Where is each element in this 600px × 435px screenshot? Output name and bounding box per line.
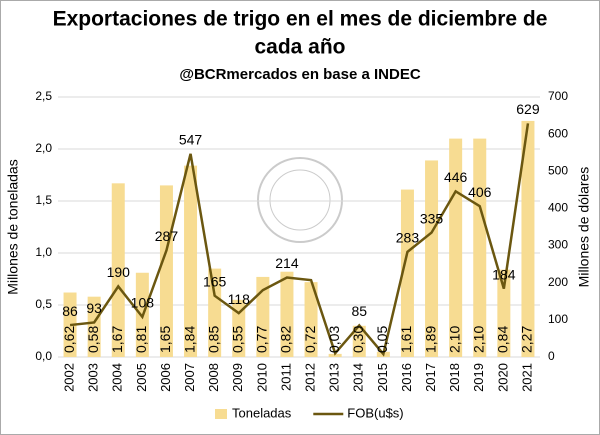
line-value-label: 214 [275, 255, 299, 271]
line-value-label: 85 [351, 303, 367, 319]
legend-label: Toneladas [232, 405, 292, 420]
y-axis-title: Millones de toneladas [5, 159, 21, 294]
y-tick-label: 1,0 [35, 245, 52, 259]
y-tick-label: 0,5 [35, 297, 52, 311]
bar-value-label: 0,84 [495, 326, 511, 353]
bar [280, 271, 294, 357]
x-tick-label: 2021 [519, 363, 534, 392]
x-tick-label: 2011 [278, 363, 293, 391]
x-tick-label: 2005 [134, 363, 149, 392]
y2-axis-title: Millones de dólares [576, 167, 592, 288]
bar-value-label: 0,85 [205, 326, 221, 353]
bar-value-label: 0,03 [326, 326, 342, 353]
y2-tick-label: 700 [548, 89, 568, 103]
chart-subtitle: @BCRmercados en base a INDEC [179, 66, 421, 83]
line-value-label: 165 [203, 273, 227, 289]
bar [473, 138, 487, 357]
legend-label: FOB(u$s) [347, 405, 403, 420]
bar-value-label: 1,67 [109, 326, 125, 353]
x-tick-label: 2006 [158, 363, 173, 392]
bar-value-label: 0,55 [229, 326, 245, 353]
bar [400, 189, 414, 357]
x-tick-label: 2008 [206, 363, 221, 392]
line-value-label: 335 [420, 210, 444, 226]
bar-value-label: 1,65 [157, 326, 173, 353]
x-tick-label: 2003 [86, 363, 101, 392]
bar-value-label: 2,10 [470, 326, 486, 353]
x-tick-label: 2015 [375, 363, 390, 392]
bar-value-label: 2,10 [446, 326, 462, 353]
bar-value-label: 0,82 [278, 326, 294, 353]
bar [521, 120, 535, 357]
y2-tick-label: 400 [548, 201, 568, 215]
bar [497, 269, 511, 357]
bar-value-label: 0,81 [133, 326, 149, 353]
x-tick-label: 2017 [423, 363, 438, 392]
bar-value-label: 1,61 [398, 326, 414, 353]
line-value-label: 406 [468, 184, 492, 200]
bar [304, 282, 318, 357]
bar-value-label: 1,84 [181, 326, 197, 353]
y2-tick-label: 600 [548, 126, 568, 140]
bar [232, 299, 246, 357]
x-tick-label: 2020 [495, 363, 510, 392]
chart-title: Exportaciones de trigo en el mes de dici… [53, 8, 548, 31]
x-tick-label: 2007 [182, 363, 197, 392]
line-value-label: 547 [179, 132, 203, 148]
bar-value-label: 0,30 [350, 326, 366, 353]
y-tick-label: 2,5 [35, 89, 52, 103]
y-tick-label: 1,5 [35, 193, 52, 207]
x-tick-label: 2002 [61, 363, 76, 392]
line-value-label: 108 [131, 295, 155, 311]
bar [208, 268, 222, 357]
watermark [257, 157, 343, 243]
x-tick-label: 2018 [447, 363, 462, 392]
x-tick-label: 2012 [302, 363, 317, 392]
x-tick-label: 2013 [327, 363, 342, 392]
x-tick-label: 2010 [254, 363, 269, 392]
line-value-label: 86 [62, 303, 78, 319]
y2-tick-label: 300 [548, 238, 568, 252]
line [69, 123, 530, 357]
x-tick-label: 2016 [399, 363, 414, 392]
line-value-label: 190 [107, 264, 131, 280]
line-value-label: 629 [516, 101, 540, 117]
y-tick-label: 2,0 [35, 141, 52, 155]
x-tick-label: 2004 [110, 363, 125, 392]
bar-value-label: 0,77 [254, 326, 270, 353]
y-tick-label: 0,0 [35, 349, 52, 363]
bar [184, 165, 198, 357]
bar-value-label: 0,62 [61, 326, 77, 353]
bar-value-label: 1,89 [422, 326, 438, 353]
x-tick-label: 2014 [351, 363, 366, 392]
bar [352, 325, 366, 357]
line-value-label: 93 [86, 300, 102, 316]
y2-tick-label: 500 [548, 163, 568, 177]
bar [159, 185, 173, 357]
line-value-label: 446 [444, 169, 468, 185]
y2-tick-label: 0 [548, 349, 555, 363]
x-tick-label: 2009 [230, 363, 245, 392]
legend-swatch [215, 409, 227, 419]
line-value-label: 283 [396, 230, 420, 246]
bar [425, 160, 439, 357]
y2-tick-label: 100 [548, 312, 568, 326]
line-value-label: 287 [155, 228, 179, 244]
chart-title: cada año [254, 36, 345, 59]
bar [111, 183, 125, 357]
bar [87, 296, 101, 357]
bar [256, 276, 270, 357]
bar-value-label: 0,72 [302, 326, 318, 353]
x-tick-label: 2019 [471, 363, 486, 392]
bar-value-label: 0,58 [85, 326, 101, 353]
bar [328, 353, 342, 357]
line-value-label: 184 [492, 266, 516, 282]
y2-tick-label: 200 [548, 275, 568, 289]
bar-value-label: 0,05 [374, 326, 390, 353]
bar-value-label: 2,27 [519, 326, 535, 353]
line-value-label: 118 [228, 291, 251, 307]
